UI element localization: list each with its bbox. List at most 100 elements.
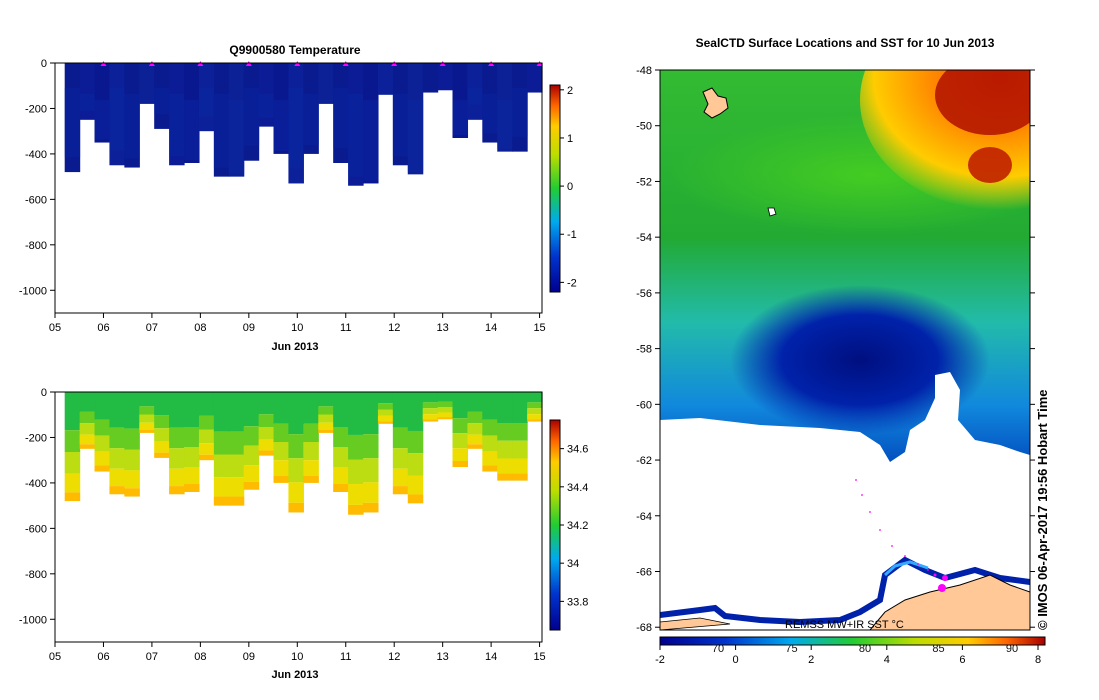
coastal-cyan-band: [883, 560, 929, 577]
island-marker: [702, 87, 729, 119]
lat-tick-label: -68: [636, 622, 652, 634]
y-tick-label: -400: [25, 149, 47, 161]
colorbar-tick-label: 34: [567, 558, 579, 570]
sst-field: REMSS MW+IR SST °C: [660, 70, 1030, 630]
temperature-profile-column: [258, 63, 275, 127]
y-tick-label: 0: [41, 387, 47, 399]
salinity-profile-column: [243, 392, 260, 490]
colorbar-tick-label: -2: [567, 277, 577, 289]
antarctic-land: [869, 574, 1030, 630]
colorbar-tick-label: -1: [567, 229, 577, 241]
salinity-profile-column: [154, 392, 170, 458]
salinity-profile-column: [109, 392, 125, 495]
salinity-profile-column: [94, 392, 111, 472]
lat-tick-label: -56: [636, 288, 652, 300]
salinity-profile-column: [273, 392, 290, 483]
lat-tick-label: -54: [636, 232, 652, 244]
temperature-profile-column: [318, 63, 334, 104]
lat-tick-label: -50: [636, 121, 652, 133]
salinity-profile-column: [169, 392, 185, 495]
x-tick-label: 06: [97, 651, 109, 663]
temperature-profile-column: [94, 63, 111, 143]
temperature-section: [64, 63, 543, 186]
colorbar-tick-label: 34.4: [567, 482, 588, 494]
temperature-profile-column: [422, 63, 439, 93]
temperature-profile-column: [154, 63, 170, 129]
x-tick-label: 10: [291, 651, 303, 663]
temperature-profile-column: [79, 63, 96, 120]
temperature-profile-column: [482, 63, 498, 143]
salinity-section: [64, 392, 543, 515]
x-tick-label: 06: [97, 322, 109, 334]
x-tick-label: 05: [49, 322, 61, 334]
y-tick-label: -200: [25, 432, 47, 444]
sst-map-panel: SealCTD Surface Locations and SST for 10…: [636, 36, 1050, 666]
x-tick-label: 14: [485, 322, 497, 334]
temperature-colorbar-ticks: 2 1 0 -1 -2: [560, 85, 577, 289]
imos-timestamp-label: © IMOS 06-Apr-2017 19:56 Hobart Time: [1035, 389, 1050, 630]
salinity-y-axis: 0 -200 -400 -600 -800 -1000: [19, 387, 55, 626]
island-marker-small: [767, 207, 777, 217]
y-tick-label: -1000: [19, 614, 47, 626]
salinity-profile-column: [303, 392, 319, 483]
temperature-profile-column: [184, 63, 200, 163]
temperature-x-axis: 05 06 07 08 09 10 11 12 13 14 15: [49, 313, 546, 334]
salinity-profile-column: [64, 392, 81, 502]
temperature-profile-column: [228, 63, 245, 177]
x-tick-label: 08: [194, 322, 206, 334]
sst-colorbar-tick-label: 2: [808, 654, 814, 666]
x-tick-label: 09: [243, 651, 255, 663]
salinity-profile-column: [333, 392, 349, 492]
salinity-profile-column: [422, 392, 439, 422]
temperature-title: Q9900580 Temperature: [229, 43, 361, 57]
salinity-profile-column: [213, 392, 230, 506]
salinity-panel: 0 -200 -400 -600 -800 -1000 05 06 07 08 09 10 11 12 1…: [19, 387, 589, 681]
temperature-profile-column: [392, 63, 409, 166]
sst-hot-core: [935, 70, 1030, 135]
temperature-profile-column: [213, 63, 230, 177]
temperature-profile-column: [273, 63, 290, 154]
salinity-profile-column: [318, 392, 334, 433]
salinity-profile-column: [482, 392, 498, 472]
temperature-x-label: Jun 2013: [271, 341, 318, 353]
salinity-profile-column: [497, 392, 513, 481]
x-tick-label: 10: [291, 322, 303, 334]
x-tick-label: 12: [388, 651, 400, 663]
y-tick-label: -200: [25, 103, 47, 115]
salinity-profile-column: [258, 392, 275, 456]
salinity-colorbar: [549, 419, 561, 631]
salinity-profile-column: [467, 392, 483, 449]
salinity-profile-column: [184, 392, 200, 492]
temperature-profile-column: [109, 63, 125, 166]
salinity-colorbar-ticks: 34.6 34.4 34.2 34 33.8: [560, 444, 588, 608]
temperature-profile-column: [198, 63, 215, 132]
salinity-profile-column: [348, 392, 364, 515]
x-tick-label: 13: [437, 651, 449, 663]
temperature-frame: [54, 62, 543, 314]
salinity-x-label: Jun 2013: [271, 669, 318, 681]
sst-colorbar-tick-label: -2: [655, 654, 665, 666]
sst-colorbar-tick-label: 4: [884, 654, 890, 666]
salinity-profile-column: [407, 392, 424, 504]
x-tick-label: 05: [49, 651, 61, 663]
temperature-profile-column: [512, 63, 528, 152]
temperature-profile-column: [243, 63, 260, 161]
colorbar-tick-label: 34.6: [567, 444, 588, 456]
ice-no-data-region: [660, 372, 1030, 630]
y-tick-label: -600: [25, 523, 47, 535]
sst-colorbar-fahrenheit-label: 80: [859, 643, 871, 655]
temperature-colorbar: [549, 84, 561, 293]
salinity-profile-column: [363, 392, 379, 513]
sst-colorbar-tick-label: 0: [733, 654, 739, 666]
salinity-profile-column: [288, 392, 304, 513]
x-tick-label: 07: [146, 651, 158, 663]
x-tick-label: 14: [485, 651, 497, 663]
x-tick-label: 11: [340, 322, 351, 334]
salinity-profile-column: [228, 392, 245, 506]
x-tick-label: 13: [437, 322, 449, 334]
salinity-profile-column: [79, 392, 96, 449]
lat-tick-label: -66: [636, 566, 652, 578]
colorbar-tick-label: 33.8: [567, 596, 588, 608]
x-tick-label: 15: [533, 322, 545, 334]
